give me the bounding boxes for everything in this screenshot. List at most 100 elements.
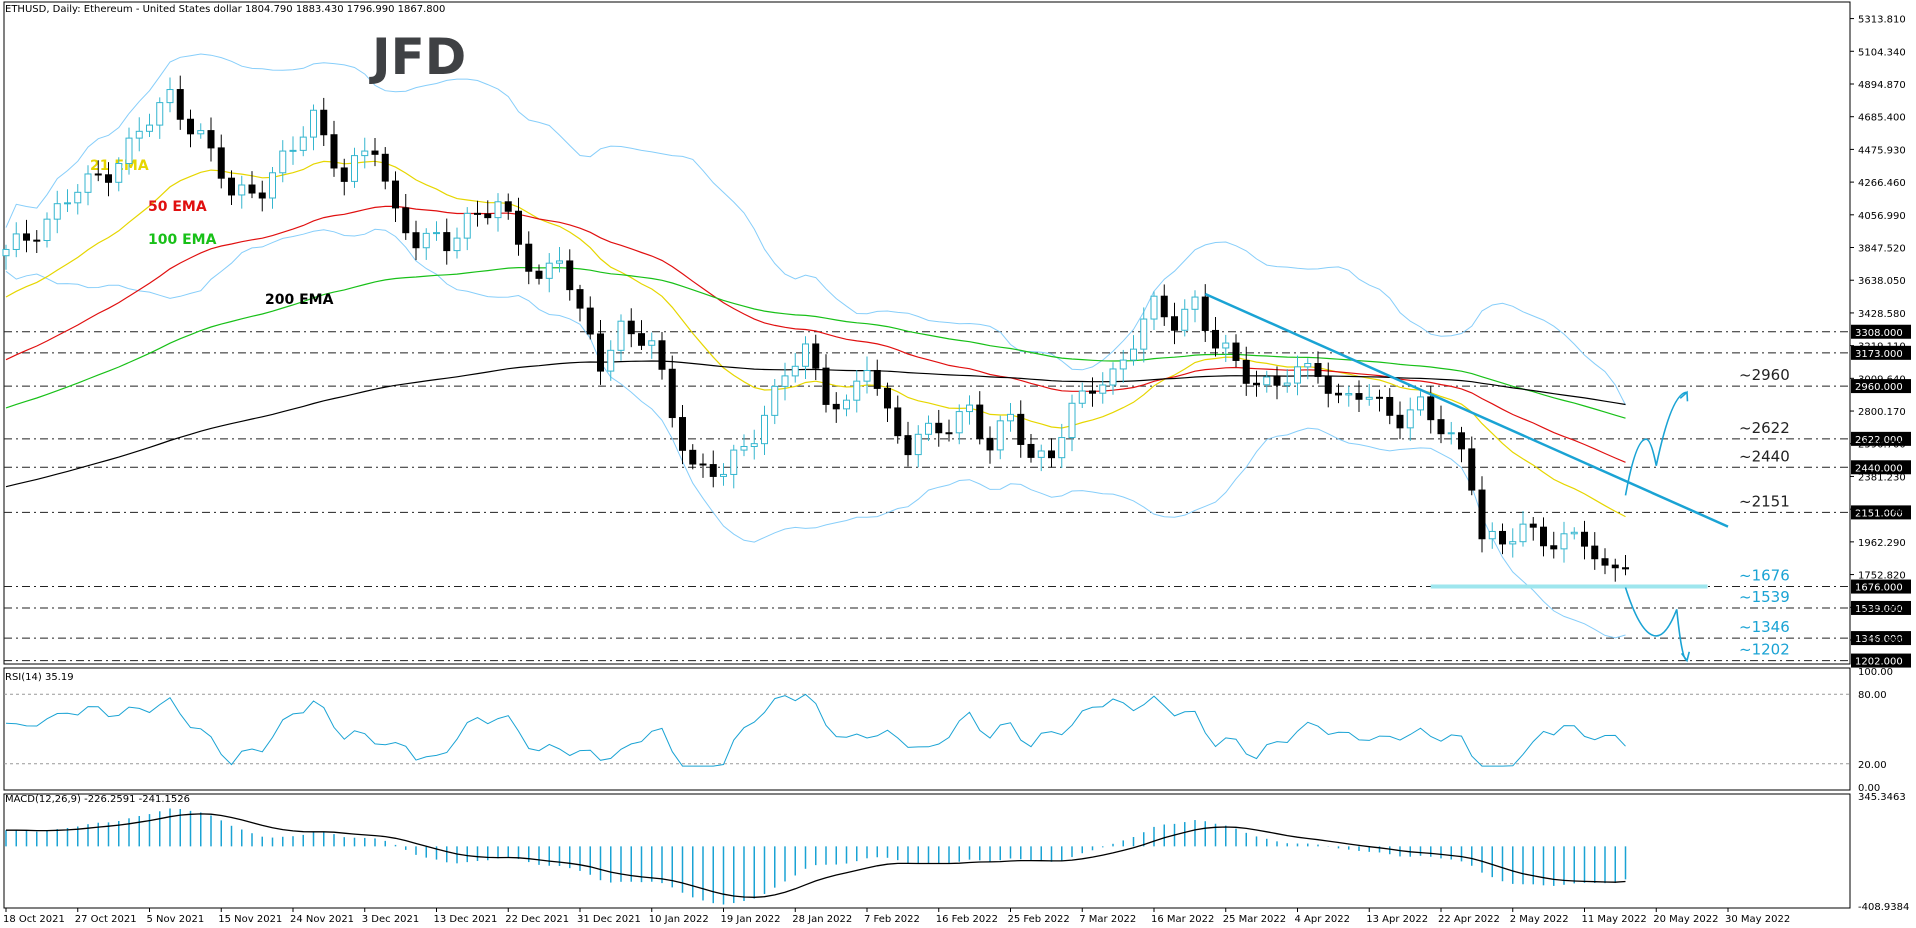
candle-body <box>1242 359 1250 384</box>
candle-body <box>12 233 20 250</box>
candle-body <box>1222 342 1230 349</box>
candle-body <box>699 463 707 466</box>
level-annotation: ~1346 <box>1739 618 1790 636</box>
candle-body <box>1160 295 1168 318</box>
candle-body <box>1150 295 1158 320</box>
y-tick-label: 4685.400 <box>1858 113 1906 124</box>
projection-arrows <box>1624 390 1691 663</box>
macd-tick-label: -408.9384 <box>1858 902 1909 913</box>
candle-body <box>556 260 563 264</box>
rsi-title: RSI(14) 35.19 <box>5 672 74 683</box>
candle-body <box>1314 363 1322 377</box>
candle-body <box>1376 396 1383 399</box>
candle-body <box>1130 348 1137 361</box>
candle-body <box>1099 384 1107 394</box>
candle-body <box>1201 296 1209 331</box>
candle-body <box>597 333 604 372</box>
level-annotation: ~2622 <box>1739 419 1790 437</box>
rsi-tick-label: 100.00 <box>1858 667 1893 678</box>
candle-body <box>1550 545 1558 550</box>
candle-body <box>1048 450 1055 459</box>
candle-body <box>750 443 758 447</box>
ema-label-200: 200 EMA <box>265 292 334 308</box>
candle-body <box>1499 530 1506 545</box>
downtrend-line <box>1204 292 1729 528</box>
candle-body <box>1304 363 1312 368</box>
candle-body <box>1396 414 1404 429</box>
candle-body <box>709 464 717 477</box>
ema-line-50 <box>5 205 1626 463</box>
candle-body <box>1324 375 1332 394</box>
y-tick-label: 2800.170 <box>1858 407 1906 418</box>
candle-body <box>443 232 451 252</box>
candle-body <box>1509 541 1517 545</box>
candle-body <box>1140 318 1148 350</box>
x-tick-label: 27 Oct 2021 <box>75 914 137 925</box>
candle-body <box>197 130 205 135</box>
y-tick-label: 2381.230 <box>1858 472 1906 483</box>
level-price-label: 2622.000 <box>1855 435 1903 446</box>
candle-body <box>238 184 246 196</box>
candle-body <box>1294 366 1301 384</box>
candle-body <box>1273 376 1281 386</box>
candle-body <box>1488 530 1496 540</box>
candle-body <box>689 449 697 465</box>
candle-body <box>310 109 317 138</box>
level-price-box <box>1851 579 1911 594</box>
candle-body <box>1119 359 1127 370</box>
candle-body <box>258 192 266 199</box>
level-price-label: 2960.000 <box>1855 382 1903 393</box>
candle-body <box>105 174 112 183</box>
candle-body <box>1027 443 1035 458</box>
candle-body <box>1519 523 1527 543</box>
candle-body <box>730 449 738 475</box>
candle-body <box>566 260 574 291</box>
candle-body <box>761 414 768 445</box>
x-tick-label: 20 May 2022 <box>1653 914 1718 925</box>
candle-body <box>658 340 666 370</box>
candle-body <box>812 343 820 369</box>
candle-body <box>166 89 174 104</box>
candle-body <box>484 213 492 219</box>
candle-body <box>607 349 615 372</box>
candle-body <box>23 233 30 241</box>
y-tick-label: 3219.110 <box>1858 342 1906 353</box>
candle-body <box>330 134 338 169</box>
candle-body <box>1478 489 1486 540</box>
candle-body <box>1345 393 1353 396</box>
candle-body <box>617 320 625 351</box>
x-tick-label: 25 Mar 2022 <box>1223 914 1286 925</box>
x-tick-label: 28 Jan 2022 <box>792 914 852 925</box>
y-tick-label: 4894.870 <box>1858 80 1906 91</box>
y-tick-label: 4056.990 <box>1858 211 1906 222</box>
candle-body <box>2 248 10 257</box>
candle-body <box>1078 390 1086 404</box>
level-annotation: ~1539 <box>1739 588 1790 606</box>
level-price-box <box>1851 324 1911 339</box>
candle-body <box>1109 368 1117 386</box>
candle-body <box>84 173 92 193</box>
projection-up-arrow-head <box>1679 390 1689 402</box>
candle-body <box>679 417 686 451</box>
level-price-box <box>1851 379 1911 394</box>
candle-body <box>412 232 420 249</box>
candle-body <box>433 232 440 235</box>
candle-body <box>996 420 1004 451</box>
level-price-label: 1202.000 <box>1855 657 1903 668</box>
candle-body <box>1591 545 1599 560</box>
candle-body <box>822 367 830 405</box>
candle-body <box>94 173 102 176</box>
candle-body <box>515 210 522 245</box>
candle-body <box>1181 308 1189 331</box>
y-tick-label: 2171.760 <box>1858 505 1906 516</box>
candle-body <box>1263 376 1271 386</box>
level-price-label: 3173.000 <box>1855 349 1903 360</box>
candle-body <box>802 343 809 367</box>
macd-title: MACD(12,26,9) -226.2591 -241.1526 <box>5 794 190 805</box>
candle-body <box>1037 450 1045 458</box>
candle-body <box>1232 342 1240 361</box>
candle-body <box>361 150 369 157</box>
candle-body <box>955 411 963 434</box>
ema-label-100: 100 EMA <box>148 232 217 248</box>
